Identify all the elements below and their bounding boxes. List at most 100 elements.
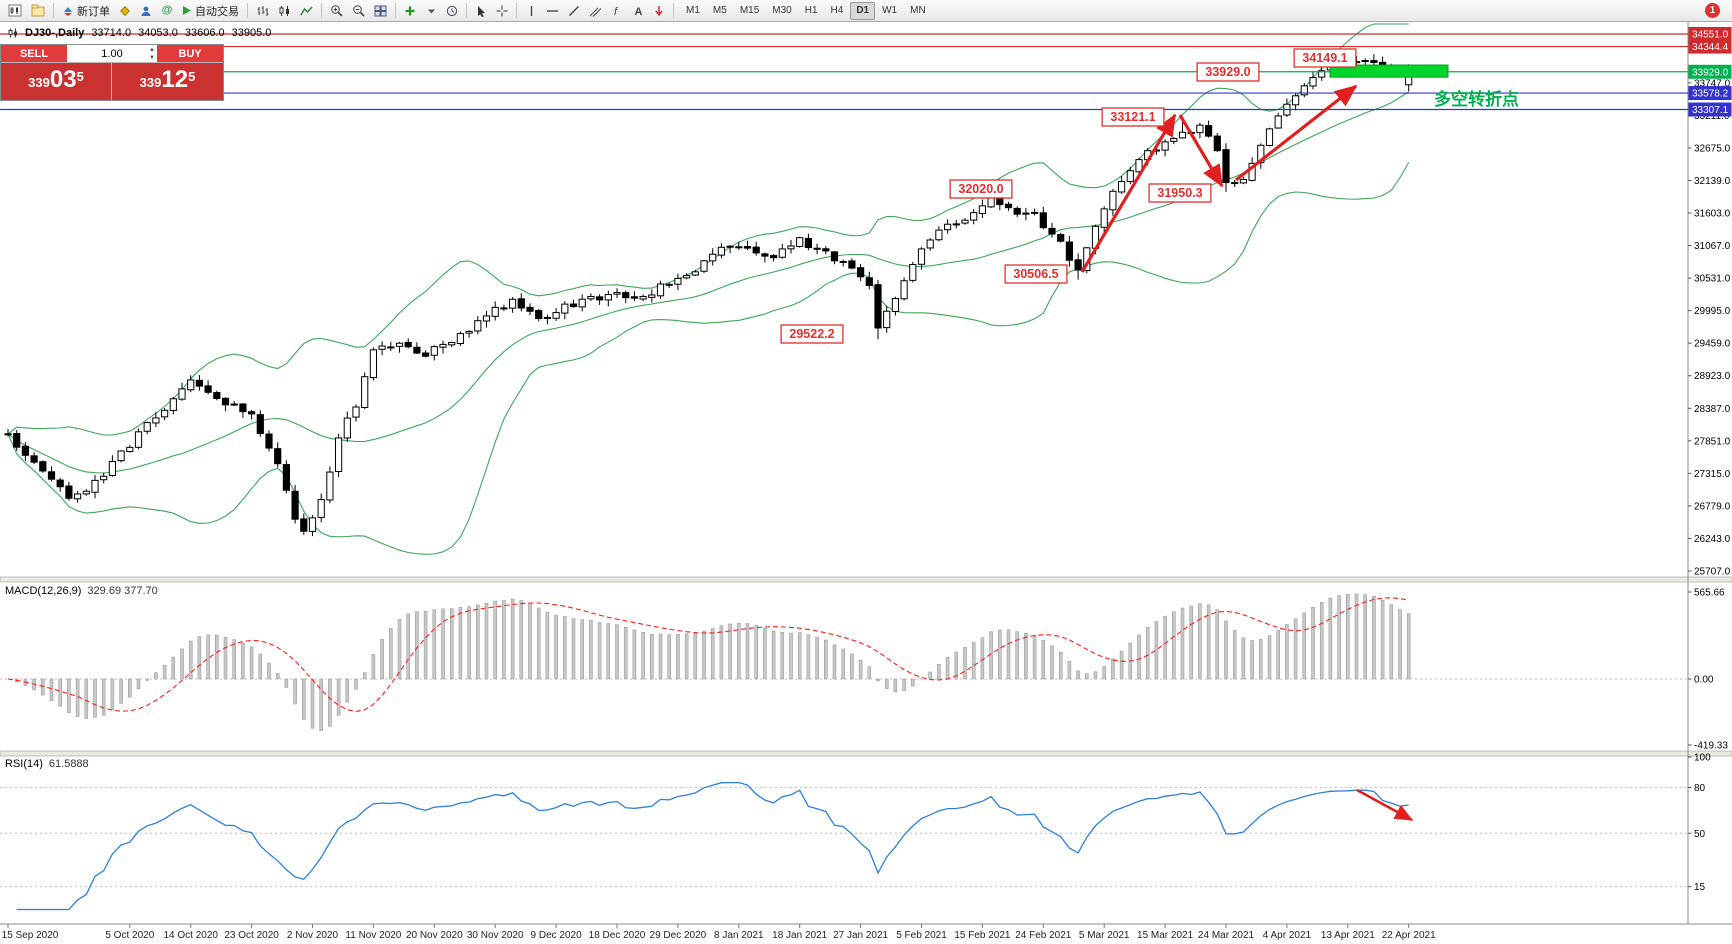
new-order-button[interactable]: 新订单 [58, 1, 114, 20]
svg-text:13 Apr 2021: 13 Apr 2021 [1321, 930, 1375, 941]
turning-point-note[interactable]: 多空转折点 [1434, 89, 1519, 109]
svg-text:15: 15 [1694, 882, 1706, 893]
timeframe-M5[interactable]: M5 [712, 5, 727, 16]
crosshair-button[interactable] [492, 1, 512, 20]
svg-text:33929.0: 33929.0 [1205, 65, 1250, 79]
text-tool[interactable]: A [628, 1, 648, 20]
svg-text:20 Nov 2020: 20 Nov 2020 [406, 930, 463, 941]
timeframe-MN[interactable]: MN [910, 5, 926, 16]
buy-price-prefix: 339 [139, 75, 162, 90]
sell-price-frac: 5 [76, 69, 84, 84]
trendline-tool[interactable] [564, 1, 584, 20]
svg-text:29 Dec 2020: 29 Dec 2020 [650, 930, 707, 941]
buy-price-panel[interactable]: 339 12 5 [112, 63, 223, 100]
buy-button[interactable]: BUY [157, 45, 223, 62]
new-chart-button[interactable] [4, 1, 26, 20]
supply-zone-rect[interactable] [1329, 64, 1449, 78]
svg-text:30506.5: 30506.5 [1013, 267, 1058, 281]
indicator-plus-icon [405, 6, 415, 15]
timeframe-D1[interactable]: D1 [850, 1, 876, 20]
buy-price-frac: 5 [188, 69, 196, 84]
text-icon: A [634, 6, 642, 17]
svg-text:31067.0: 31067.0 [1694, 241, 1731, 252]
rsi-levels [0, 787, 1688, 888]
svg-text:27315.0: 27315.0 [1694, 469, 1731, 480]
panel-splitter-main-macd[interactable] [0, 576, 1732, 583]
timeframe-H4[interactable]: H4 [830, 5, 844, 16]
annotation-box-34149.1[interactable]: 34149.1 [1293, 48, 1357, 68]
zoom-in-button[interactable] [326, 1, 347, 20]
notification-badge[interactable]: 1 [1705, 3, 1720, 18]
svg-text:26779.0: 26779.0 [1694, 501, 1731, 512]
zoom-in-icon [331, 5, 343, 17]
timeframe-M30[interactable]: M30 [772, 5, 792, 16]
candle-chart-button[interactable] [274, 1, 295, 20]
volume-input[interactable] [82, 47, 142, 60]
buy-price-big: 12 [161, 66, 189, 93]
timeframe-M1[interactable]: M1 [686, 5, 700, 16]
zoom-out-button[interactable] [348, 1, 369, 20]
metaeditor-icon [120, 5, 130, 16]
macd-name: MACD(12,26,9) [5, 585, 82, 597]
annotation-box-32020.0[interactable]: 32020.0 [949, 179, 1013, 199]
ohlc-open: 33714.0 [91, 27, 132, 39]
fibonacci-icon: f [614, 6, 618, 17]
annotation-box-30506.5[interactable]: 30506.5 [1004, 264, 1068, 284]
timeframe-W1[interactable]: W1 [882, 5, 898, 16]
cursor-button[interactable] [471, 1, 491, 20]
chart-canvas[interactable]: 29522.230506.532020.033121.131950.333929… [0, 22, 1732, 944]
at-icon: @ [161, 4, 173, 16]
annotation-box-33121.1[interactable]: 33121.1 [1101, 107, 1165, 127]
volume-up-arrow[interactable]: ▲ [149, 47, 155, 53]
toolbar-separator [247, 3, 248, 18]
svg-text:29995.0: 29995.0 [1694, 306, 1731, 317]
profiles-button[interactable] [27, 1, 49, 20]
svg-text:14 Oct 2020: 14 Oct 2020 [163, 930, 218, 941]
community-button[interactable]: @ [157, 1, 177, 20]
algo-trading-button[interactable] [136, 1, 156, 20]
svg-text:24 Mar 2021: 24 Mar 2021 [1198, 930, 1255, 941]
fibonacci-tool[interactable]: f [607, 1, 627, 20]
volume-down-arrow[interactable]: ▼ [149, 55, 155, 61]
metaeditor-button[interactable] [115, 1, 135, 20]
vertical-line-tool[interactable] [521, 1, 541, 20]
indicator-list-button[interactable] [421, 1, 441, 20]
axis-price-label-33578.2: 33578.2 [1688, 86, 1732, 101]
channel-tool[interactable] [585, 1, 606, 20]
trend-arrow-2[interactable] [1178, 114, 1224, 188]
chart-shift-button[interactable] [442, 1, 462, 20]
price-annotations[interactable]: 29522.2 30506.5 32020.0 33121.1 31950.3 33929… [780, 48, 1357, 344]
svg-text:30 Nov 2020: 30 Nov 2020 [467, 930, 524, 941]
panel-chrome [0, 22, 1732, 925]
add-indicator-button[interactable] [400, 1, 420, 20]
axis-price-label-34344.4: 34344.4 [1688, 39, 1732, 54]
line-chart-button[interactable] [296, 1, 317, 20]
sell-button[interactable]: SELL [1, 45, 67, 62]
trend-arrow-1[interactable] [1080, 113, 1177, 273]
sell-price-panel[interactable]: 339 03 5 [1, 63, 112, 100]
zoom-out-icon [353, 5, 365, 17]
trend-arrow-3[interactable] [1235, 84, 1358, 182]
svg-text:0.00: 0.00 [1694, 675, 1714, 686]
autotrading-button[interactable]: 自动交易 [178, 1, 243, 20]
annotation-box-29522.2[interactable]: 29522.2 [780, 324, 844, 344]
svg-text:33121.1: 33121.1 [1110, 110, 1155, 124]
annotation-box-33929.0[interactable]: 33929.0 [1196, 62, 1260, 82]
horizontal-lines[interactable] [0, 33, 1688, 111]
rsi-down-arrow[interactable] [1356, 788, 1414, 822]
annotation-box-31950.3[interactable]: 31950.3 [1148, 183, 1212, 203]
ohlc-low: 33606.0 [184, 27, 225, 39]
new-order-icon [64, 6, 72, 16]
arrows-tool[interactable] [649, 1, 669, 20]
timeframe-M15[interactable]: M15 [739, 5, 760, 16]
crosshair-icon [496, 5, 508, 16]
svg-text:29459.0: 29459.0 [1694, 339, 1731, 350]
panel-splitter-macd-rsi[interactable] [0, 750, 1732, 757]
channel-icon [589, 7, 602, 17]
bar-chart-button[interactable] [252, 1, 273, 20]
horizontal-line-tool[interactable] [542, 1, 563, 20]
tile-windows-button[interactable] [370, 1, 391, 20]
timeframe-H1[interactable]: H1 [804, 5, 818, 16]
sell-price-prefix: 339 [28, 75, 50, 90]
trend-arrows[interactable] [1080, 84, 1358, 273]
